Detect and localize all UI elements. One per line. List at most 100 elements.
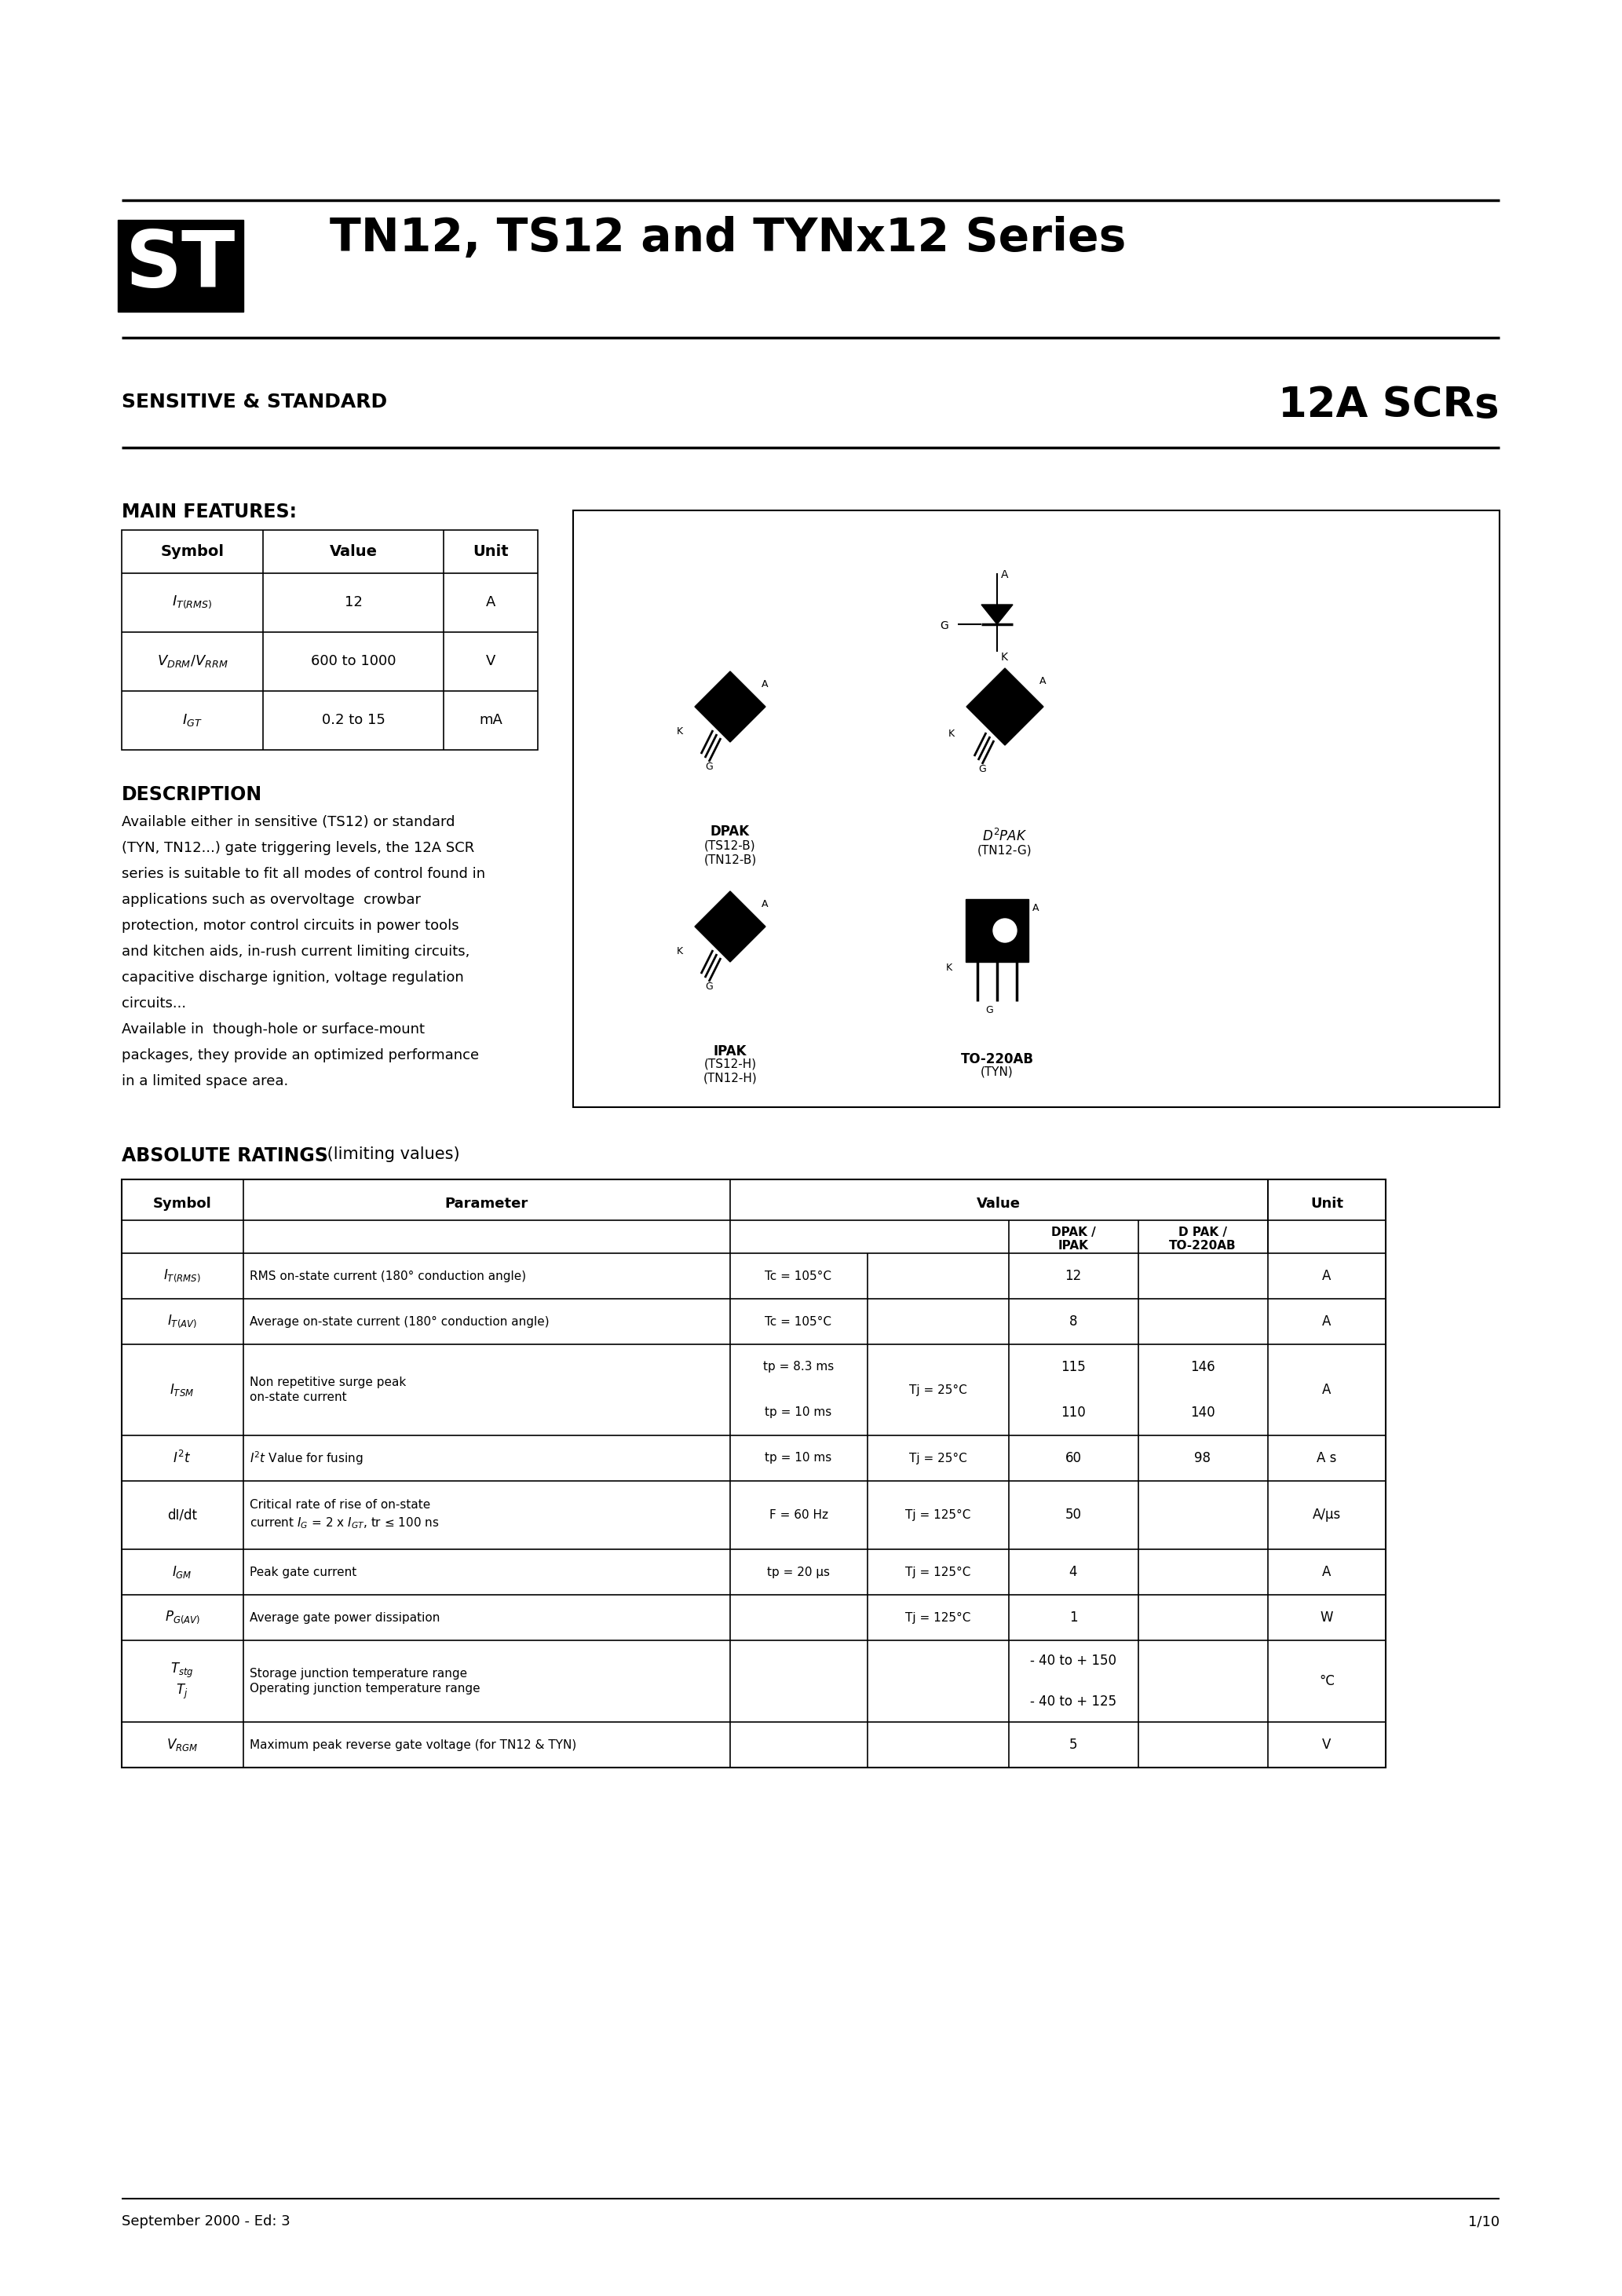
Text: Unit: Unit bbox=[472, 544, 509, 560]
Text: 1/10: 1/10 bbox=[1468, 2213, 1499, 2229]
Text: $I_{GT}$: $I_{GT}$ bbox=[182, 712, 203, 728]
Text: $I_{T(RMS)}$: $I_{T(RMS)}$ bbox=[172, 595, 212, 611]
Text: A: A bbox=[762, 680, 769, 689]
Text: $V_{RGM}$: $V_{RGM}$ bbox=[167, 1736, 198, 1752]
Text: DPAK /
IPAK: DPAK / IPAK bbox=[1051, 1226, 1095, 1251]
Text: K: K bbox=[1001, 652, 1007, 664]
Text: Peak gate current: Peak gate current bbox=[250, 1566, 357, 1577]
Text: TO-220AB: TO-220AB bbox=[960, 1052, 1033, 1065]
Text: (TS12-H): (TS12-H) bbox=[704, 1058, 756, 1070]
Circle shape bbox=[993, 918, 1017, 941]
Text: DPAK: DPAK bbox=[710, 824, 749, 838]
Text: Storage junction temperature range
Operating junction temperature range: Storage junction temperature range Opera… bbox=[250, 1667, 480, 1694]
Text: $I^2t$: $I^2t$ bbox=[174, 1451, 191, 1467]
Text: Average gate power dissipation: Average gate power dissipation bbox=[250, 1612, 440, 1623]
Text: (TS12-B): (TS12-B) bbox=[704, 840, 756, 852]
Text: K: K bbox=[676, 946, 683, 957]
Text: mA: mA bbox=[478, 714, 503, 728]
Text: A: A bbox=[762, 900, 769, 909]
Text: $I_{GM}$: $I_{GM}$ bbox=[172, 1564, 191, 1580]
Text: 12: 12 bbox=[1066, 1270, 1082, 1283]
Polygon shape bbox=[965, 900, 1028, 962]
Text: Symbol: Symbol bbox=[161, 544, 224, 560]
Text: Parameter: Parameter bbox=[444, 1196, 529, 1210]
Text: applications such as overvoltage  crowbar: applications such as overvoltage crowbar bbox=[122, 893, 420, 907]
Text: G: G bbox=[941, 620, 949, 631]
Text: 0.2 to 15: 0.2 to 15 bbox=[321, 714, 384, 728]
Text: Non repetitive surge peak
on-state current: Non repetitive surge peak on-state curre… bbox=[250, 1375, 406, 1403]
Text: 4: 4 bbox=[1069, 1566, 1077, 1580]
Text: Available in  though-hole or surface-mount: Available in though-hole or surface-moun… bbox=[122, 1022, 425, 1035]
Text: (TYN): (TYN) bbox=[981, 1065, 1014, 1079]
Text: (TN12-B): (TN12-B) bbox=[704, 854, 756, 866]
Text: tp = 10 ms: tp = 10 ms bbox=[766, 1453, 832, 1465]
Text: tp = 20 μs: tp = 20 μs bbox=[767, 1566, 830, 1577]
Text: 60: 60 bbox=[1066, 1451, 1082, 1465]
Text: 12: 12 bbox=[344, 595, 362, 608]
Text: $I_{TSM}$: $I_{TSM}$ bbox=[170, 1382, 195, 1398]
Bar bbox=[122, 1180, 1385, 1254]
Text: $T_{stg}$
$T_j$: $T_{stg}$ $T_j$ bbox=[170, 1662, 193, 1701]
Text: Value: Value bbox=[329, 544, 378, 560]
Text: A: A bbox=[1322, 1316, 1332, 1329]
Text: September 2000 - Ed: 3: September 2000 - Ed: 3 bbox=[122, 2213, 290, 2229]
Text: $P_{G(AV)}$: $P_{G(AV)}$ bbox=[164, 1609, 200, 1626]
Text: °C: °C bbox=[1319, 1674, 1335, 1688]
Text: G: G bbox=[978, 765, 986, 774]
Text: W: W bbox=[1320, 1609, 1333, 1626]
Text: $I^2t$ Value for fusing: $I^2t$ Value for fusing bbox=[250, 1449, 363, 1467]
Text: IPAK: IPAK bbox=[714, 1045, 746, 1058]
Polygon shape bbox=[694, 891, 766, 962]
Text: Tj = 125°C: Tj = 125°C bbox=[905, 1508, 972, 1520]
Text: Maximum peak reverse gate voltage (for TN12 & TYN): Maximum peak reverse gate voltage (for T… bbox=[250, 1738, 576, 1750]
Text: 50: 50 bbox=[1066, 1508, 1082, 1522]
Text: ABSOLUTE RATINGS: ABSOLUTE RATINGS bbox=[122, 1146, 328, 1166]
Text: A: A bbox=[487, 595, 496, 608]
Text: 140: 140 bbox=[1191, 1405, 1215, 1419]
Text: A: A bbox=[1322, 1270, 1332, 1283]
Text: Tj = 25°C: Tj = 25°C bbox=[910, 1384, 967, 1396]
Text: Tj = 125°C: Tj = 125°C bbox=[905, 1566, 972, 1577]
Text: A: A bbox=[1001, 569, 1009, 581]
Text: D PAK /
TO-220AB: D PAK / TO-220AB bbox=[1169, 1226, 1236, 1251]
Text: Tc = 105°C: Tc = 105°C bbox=[766, 1270, 832, 1281]
Text: circuits...: circuits... bbox=[122, 996, 187, 1010]
Text: Symbol: Symbol bbox=[152, 1196, 211, 1210]
Text: protection, motor control circuits in power tools: protection, motor control circuits in po… bbox=[122, 918, 459, 932]
Text: - 40 to + 150: - 40 to + 150 bbox=[1030, 1653, 1116, 1667]
Text: - 40 to + 125: - 40 to + 125 bbox=[1030, 1694, 1116, 1708]
Text: dI/dt: dI/dt bbox=[167, 1508, 196, 1522]
Text: Tc = 105°C: Tc = 105°C bbox=[766, 1316, 832, 1327]
Text: ST: ST bbox=[125, 227, 235, 303]
Text: 115: 115 bbox=[1061, 1359, 1085, 1373]
Text: G: G bbox=[706, 980, 712, 992]
Text: (TN12-G): (TN12-G) bbox=[978, 845, 1032, 856]
Text: F = 60 Hz: F = 60 Hz bbox=[769, 1508, 827, 1520]
Bar bbox=[122, 1180, 1385, 1768]
Text: packages, they provide an optimized performance: packages, they provide an optimized perf… bbox=[122, 1049, 478, 1063]
Text: tp = 8.3 ms: tp = 8.3 ms bbox=[762, 1362, 834, 1373]
Text: 110: 110 bbox=[1061, 1405, 1085, 1419]
Text: (TYN, TN12...) gate triggering levels, the 12A SCR: (TYN, TN12...) gate triggering levels, t… bbox=[122, 840, 474, 854]
Text: Critical rate of rise of on-state
current $I_G$ = 2 x $I_{GT}$, tr ≤ 100 ns: Critical rate of rise of on-state curren… bbox=[250, 1499, 440, 1529]
Text: A: A bbox=[1032, 902, 1040, 914]
Text: Available either in sensitive (TS12) or standard: Available either in sensitive (TS12) or … bbox=[122, 815, 454, 829]
Text: series is suitable to fit all modes of control found in: series is suitable to fit all modes of c… bbox=[122, 868, 485, 882]
Bar bbox=[122, 530, 539, 751]
Text: (limiting values): (limiting values) bbox=[321, 1146, 459, 1162]
Text: 1: 1 bbox=[1069, 1609, 1077, 1626]
Text: 8: 8 bbox=[1069, 1316, 1077, 1329]
Text: $I_{T(AV)}$: $I_{T(AV)}$ bbox=[167, 1313, 196, 1329]
Text: 12A SCRs: 12A SCRs bbox=[1278, 386, 1499, 425]
Text: $D^2PAK$: $D^2PAK$ bbox=[983, 829, 1027, 845]
Text: ST: ST bbox=[125, 227, 235, 303]
Text: 5: 5 bbox=[1069, 1738, 1077, 1752]
Text: MAIN FEATURES:: MAIN FEATURES: bbox=[122, 503, 297, 521]
Text: $I_{T(RMS)}$: $I_{T(RMS)}$ bbox=[164, 1267, 201, 1283]
Text: Average on-state current (180° conduction angle): Average on-state current (180° conductio… bbox=[250, 1316, 550, 1327]
Text: (TN12-H): (TN12-H) bbox=[704, 1072, 757, 1084]
Text: in a limited space area.: in a limited space area. bbox=[122, 1075, 289, 1088]
Text: G: G bbox=[986, 1006, 993, 1015]
Text: A: A bbox=[1322, 1566, 1332, 1580]
Text: V: V bbox=[1322, 1738, 1332, 1752]
